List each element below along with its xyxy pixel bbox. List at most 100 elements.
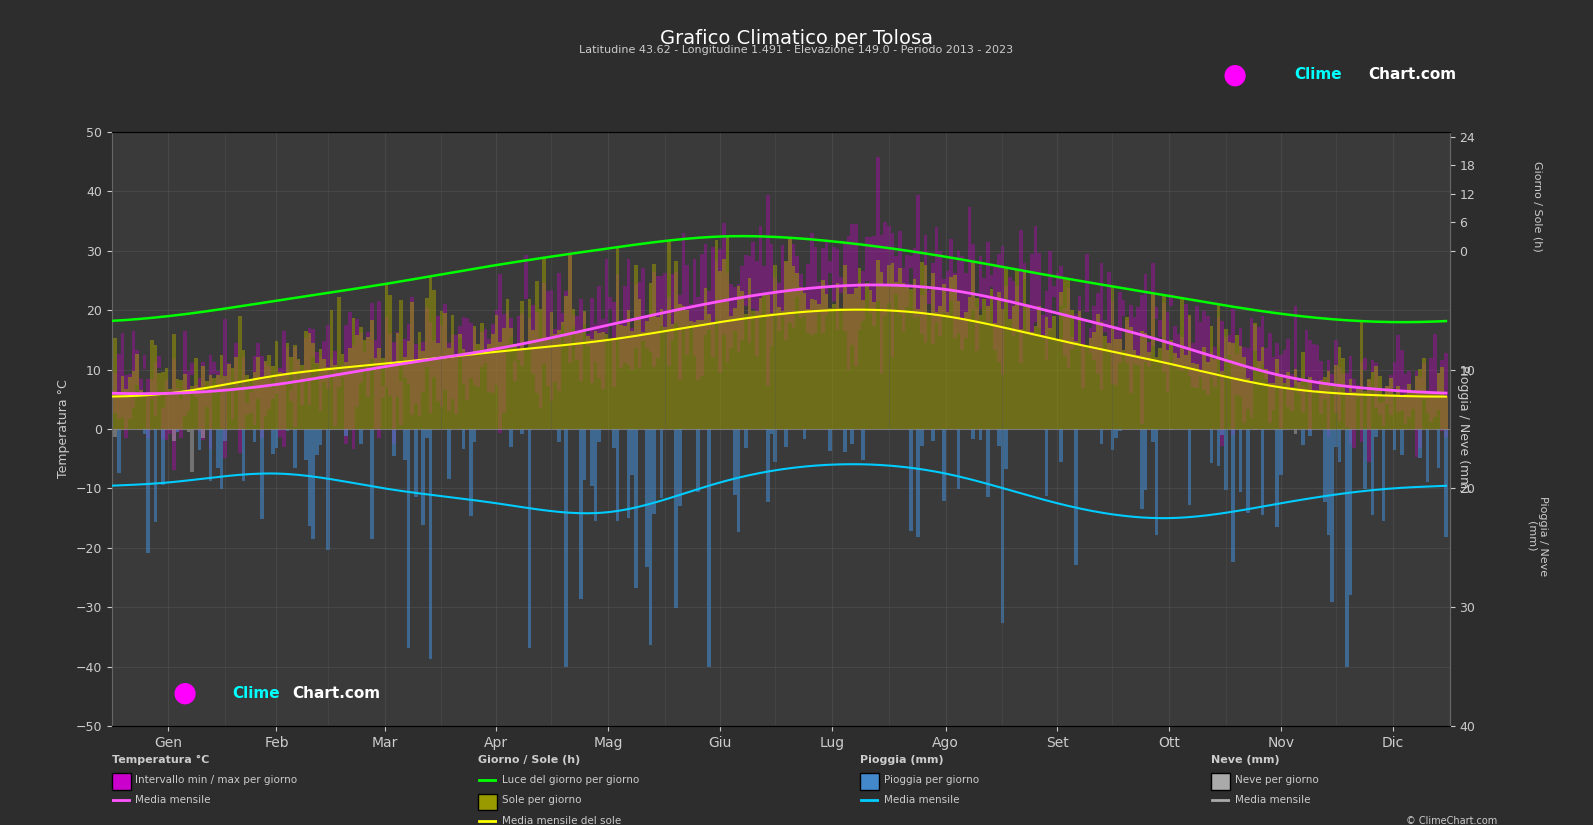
Bar (671, 323, 674, 429)
Bar (1093, 305, 1096, 360)
Bar (736, 285, 741, 429)
Bar (956, 251, 961, 333)
Bar (615, 429, 620, 521)
Bar (1180, 337, 1184, 371)
Bar (319, 429, 322, 445)
Bar (1356, 384, 1360, 397)
Bar (586, 336, 589, 429)
Bar (113, 373, 116, 413)
Bar (1437, 373, 1440, 409)
Bar (623, 326, 626, 429)
Bar (1004, 429, 1008, 469)
Bar (198, 387, 201, 429)
Bar (143, 395, 147, 429)
Bar (781, 245, 784, 317)
Bar (234, 342, 237, 386)
Bar (913, 279, 916, 429)
Bar (161, 429, 164, 484)
Bar (800, 275, 803, 318)
Bar (910, 289, 913, 429)
Bar (304, 338, 307, 380)
Bar (941, 284, 946, 429)
Bar (307, 429, 311, 526)
Bar (542, 257, 546, 429)
Bar (1437, 429, 1440, 469)
Bar (817, 281, 820, 314)
Bar (1023, 263, 1026, 279)
Bar (1209, 352, 1214, 377)
Bar (395, 332, 400, 397)
Bar (476, 356, 479, 387)
Bar (223, 429, 226, 441)
Bar (116, 354, 121, 418)
Bar (1294, 305, 1297, 385)
Bar (132, 371, 135, 429)
Bar (1203, 346, 1206, 429)
Bar (663, 327, 667, 429)
Bar (521, 429, 524, 434)
Bar (1063, 278, 1067, 429)
Bar (1114, 429, 1118, 437)
Bar (648, 283, 652, 429)
Bar (1308, 340, 1313, 431)
Bar (1324, 429, 1327, 502)
Bar (660, 429, 663, 497)
Bar (967, 298, 972, 429)
Text: Chart.com: Chart.com (1368, 67, 1456, 82)
Bar (642, 332, 645, 429)
Bar (527, 299, 532, 429)
Bar (1133, 351, 1136, 429)
Bar (671, 274, 674, 340)
Bar (147, 392, 150, 429)
Bar (1246, 348, 1251, 409)
Bar (510, 429, 513, 446)
Bar (226, 363, 231, 384)
Bar (1408, 370, 1411, 417)
Bar (1352, 392, 1356, 429)
Bar (1246, 378, 1251, 429)
Bar (755, 311, 758, 429)
Bar (414, 344, 417, 404)
Bar (180, 399, 183, 438)
Bar (344, 325, 347, 444)
Bar (183, 374, 186, 429)
Bar (1114, 326, 1118, 384)
Bar (457, 327, 462, 338)
Bar (260, 377, 264, 429)
Bar (660, 276, 663, 326)
Bar (846, 429, 851, 430)
Bar (769, 313, 773, 429)
Bar (736, 284, 741, 351)
Bar (846, 294, 851, 429)
Bar (1020, 230, 1023, 363)
Bar (296, 360, 301, 371)
Bar (1141, 295, 1144, 424)
Bar (1169, 340, 1172, 429)
Bar (1319, 380, 1324, 429)
Bar (347, 312, 352, 430)
Bar (443, 304, 448, 390)
Bar (652, 271, 656, 367)
Bar (679, 429, 682, 506)
Bar (685, 265, 688, 355)
Bar (172, 334, 175, 429)
Bar (341, 354, 344, 429)
Bar (1386, 386, 1389, 429)
Bar (307, 333, 311, 429)
Bar (1110, 301, 1114, 384)
Bar (1349, 356, 1352, 444)
Bar (1392, 394, 1397, 429)
Text: Media mensile: Media mensile (1235, 795, 1309, 805)
Bar (110, 396, 113, 429)
Bar (1217, 429, 1220, 466)
Bar (910, 257, 913, 268)
Bar (564, 291, 569, 343)
Bar (110, 429, 113, 585)
Bar (1349, 429, 1352, 596)
Bar (271, 429, 274, 454)
Bar (535, 313, 538, 393)
Bar (667, 297, 671, 366)
Bar (311, 329, 315, 357)
Bar (253, 356, 256, 425)
Bar (795, 257, 800, 297)
